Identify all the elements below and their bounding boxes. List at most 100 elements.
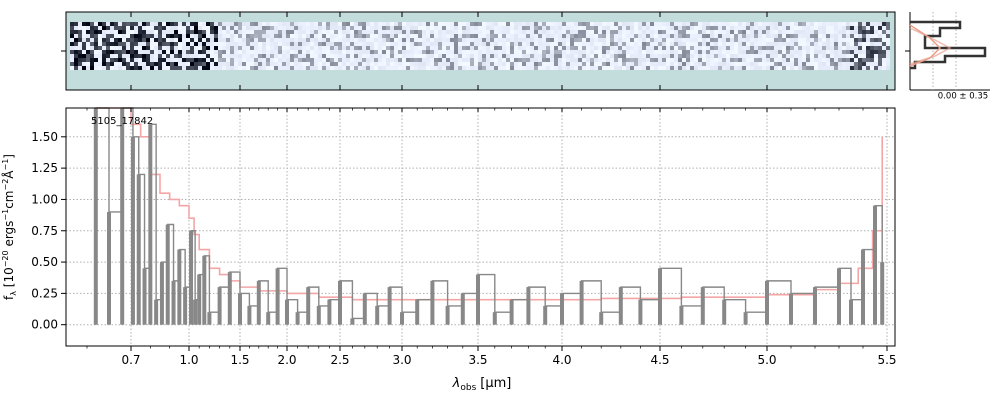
spectrum-2d-pixel	[378, 34, 382, 38]
spectrum-2d-pixel	[354, 46, 358, 50]
spectrum-2d-pixel	[122, 46, 126, 50]
spectrum-2d-pixel	[274, 34, 278, 38]
spectrum-2d-pixel	[694, 34, 698, 38]
spectrum-2d-pixel	[314, 66, 318, 70]
spectrum-2d-pixel	[474, 42, 478, 46]
spectrum-2d-pixel	[510, 34, 514, 38]
spectrum-2d-pixel	[258, 22, 262, 26]
spectrum-2d-pixel	[114, 66, 118, 70]
spectrum-2d-pixel	[834, 54, 838, 58]
spectrum-2d-pixel	[774, 22, 778, 26]
spectrum-2d-pixel	[594, 42, 598, 46]
spectrum-2d-pixel	[830, 66, 834, 70]
spectrum-2d-pixel	[654, 42, 658, 46]
spectrum-2d-pixel	[802, 54, 806, 58]
spectrum-2d-pixel	[198, 22, 202, 26]
spectrum-2d-pixel	[582, 58, 586, 62]
spectrum-2d-pixel	[658, 62, 662, 66]
spectrum-2d-pixel	[542, 22, 546, 26]
spectrum-2d-pixel	[402, 30, 406, 34]
spectrum-2d-pixel	[566, 26, 570, 30]
spectrum-2d-pixel	[682, 26, 686, 30]
spectrum-2d-pixel	[802, 42, 806, 46]
spectrum-2d-pixel	[758, 54, 762, 58]
spectrum-2d-pixel	[862, 26, 866, 30]
spectrum-2d-pixel	[286, 66, 290, 70]
spectrum-2d-pixel	[234, 58, 238, 62]
spectrum-2d-pixel	[246, 46, 250, 50]
spectrum-2d-pixel	[474, 22, 478, 26]
spectrum-2d-pixel	[94, 38, 98, 42]
spectrum-2d-pixel	[146, 54, 150, 58]
spectrum-2d-pixel	[550, 46, 554, 50]
spectrum-2d-pixel	[366, 46, 370, 50]
spectrum-2d-pixel	[738, 42, 742, 46]
spectrum-2d-pixel	[738, 30, 742, 34]
spectrum-2d-pixel	[574, 58, 578, 62]
spectrum-2d-pixel	[778, 42, 782, 46]
spectrum-2d-pixel	[418, 38, 422, 42]
spectrum-2d-pixel	[846, 22, 850, 26]
spectrum-2d-pixel	[238, 66, 242, 70]
spectrum-2d-pixel	[602, 54, 606, 58]
spectrum-2d-pixel	[154, 54, 158, 58]
spectrum-2d-pixel	[394, 38, 398, 42]
spectrum-2d-pixel	[774, 38, 778, 42]
spectrum-2d-pixel	[506, 38, 510, 42]
spectrum-2d-pixel	[302, 58, 306, 62]
spectrum-2d-pixel	[470, 62, 474, 66]
spectrum-2d-pixel	[710, 62, 714, 66]
spectrum-2d-pixel	[90, 22, 94, 26]
spectrum-2d-pixel	[686, 34, 690, 38]
spectrum-2d-pixel	[542, 38, 546, 42]
spectrum-2d-pixel	[210, 30, 214, 34]
spectrum-2d-pixel	[362, 34, 366, 38]
spectrum-2d-pixel	[542, 58, 546, 62]
spectrum-2d-pixel	[410, 54, 414, 58]
spectrum-2d-pixel	[178, 34, 182, 38]
spectrum-2d-pixel	[438, 38, 442, 42]
spectrum-2d-pixel	[618, 46, 622, 50]
spectrum-2d-pixel	[514, 46, 518, 50]
spectrum-2d-pixel	[214, 30, 218, 34]
spectrum-2d-pixel	[250, 38, 254, 42]
spectrum-2d-pixel	[766, 34, 770, 38]
spectrum-2d-pixel	[266, 38, 270, 42]
flux-bar	[266, 312, 271, 325]
spectrum-2d-pixel	[330, 58, 334, 62]
spectrum-2d-pixel	[346, 34, 350, 38]
spectrum-2d-pixel	[206, 30, 210, 34]
spectrum-2d-pixel	[442, 42, 446, 46]
spectrum-2d-pixel	[490, 46, 494, 50]
spectrum-2d-pixel	[74, 30, 78, 34]
spectrum-2d-pixel	[646, 22, 650, 26]
spectrum-2d-pixel	[498, 22, 502, 26]
spectrum-2d-pixel	[358, 34, 362, 38]
spectrum-2d-pixel	[170, 34, 174, 38]
spectrum-2d-pixel	[774, 50, 778, 54]
spectrum-2d-pixel	[530, 66, 534, 70]
spectrum-2d-pixel	[270, 30, 274, 34]
spectrum-2d-pixel	[550, 62, 554, 66]
spectrum-2d-pixel	[626, 42, 630, 46]
spectrum-2d-pixel	[474, 30, 478, 34]
spectrum-2d-pixel	[202, 66, 206, 70]
spectrum-2d-pixel	[346, 42, 350, 46]
spectrum-2d-pixel	[426, 34, 430, 38]
spectrum-2d-pixel	[838, 34, 842, 38]
spectrum-2d-pixel	[286, 34, 290, 38]
spectrum-2d-pixel	[162, 34, 166, 38]
spectrum-2d-pixel	[390, 22, 394, 26]
spectrum-2d-pixel	[186, 38, 190, 42]
spectrum-2d-pixel	[318, 54, 322, 58]
spectrum-2d-pixel	[198, 42, 202, 46]
spectrum-2d-pixel	[190, 34, 194, 38]
spectrum-2d-pixel	[218, 46, 222, 50]
spectrum-2d-pixel	[754, 46, 758, 50]
spectrum-2d-pixel	[438, 58, 442, 62]
spectrum-2d-pixel	[362, 38, 366, 42]
spectrum-2d-pixel	[542, 62, 546, 66]
spectrum-2d-pixel	[162, 66, 166, 70]
spectrum-2d-pixel	[358, 54, 362, 58]
flux-bar	[247, 305, 252, 325]
